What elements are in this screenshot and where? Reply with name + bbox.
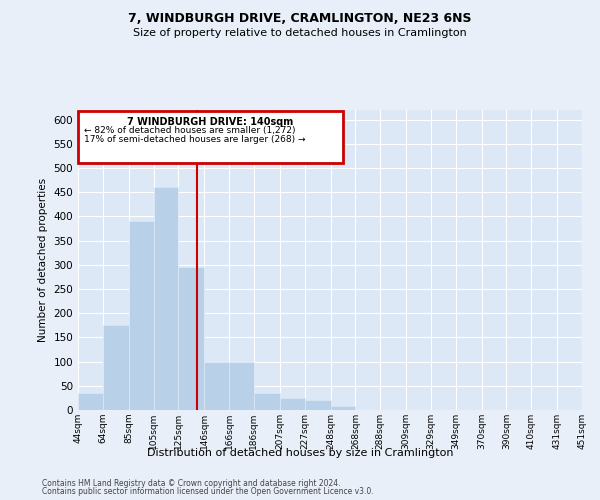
Y-axis label: Number of detached properties: Number of detached properties (38, 178, 48, 342)
Bar (129, 222, 154, 410)
Bar (254, 393, 280, 410)
Bar (331, 406, 355, 410)
Bar (103, 326, 129, 410)
Bar (78, 393, 103, 410)
Text: 7 WINDBURGH DRIVE: 140sqm: 7 WINDBURGH DRIVE: 140sqm (127, 117, 293, 127)
Bar (154, 188, 178, 410)
Text: 7, WINDBURGH DRIVE, CRAMLINGTON, NE23 6NS: 7, WINDBURGH DRIVE, CRAMLINGTON, NE23 6N… (128, 12, 472, 26)
Text: Size of property relative to detached houses in Cramlington: Size of property relative to detached ho… (133, 28, 467, 38)
Bar (78, 111, 343, 163)
Bar (205, 362, 229, 410)
Bar (178, 268, 205, 410)
Bar (305, 400, 331, 410)
Text: 17% of semi-detached houses are larger (268) →: 17% of semi-detached houses are larger (… (84, 135, 305, 144)
Bar (229, 362, 254, 410)
Bar (280, 398, 305, 410)
Text: ← 82% of detached houses are smaller (1,272): ← 82% of detached houses are smaller (1,… (84, 126, 296, 136)
Text: Contains public sector information licensed under the Open Government Licence v3: Contains public sector information licen… (42, 487, 374, 496)
Text: Contains HM Land Registry data © Crown copyright and database right 2024.: Contains HM Land Registry data © Crown c… (42, 478, 341, 488)
Text: Distribution of detached houses by size in Cramlington: Distribution of detached houses by size … (147, 448, 453, 458)
